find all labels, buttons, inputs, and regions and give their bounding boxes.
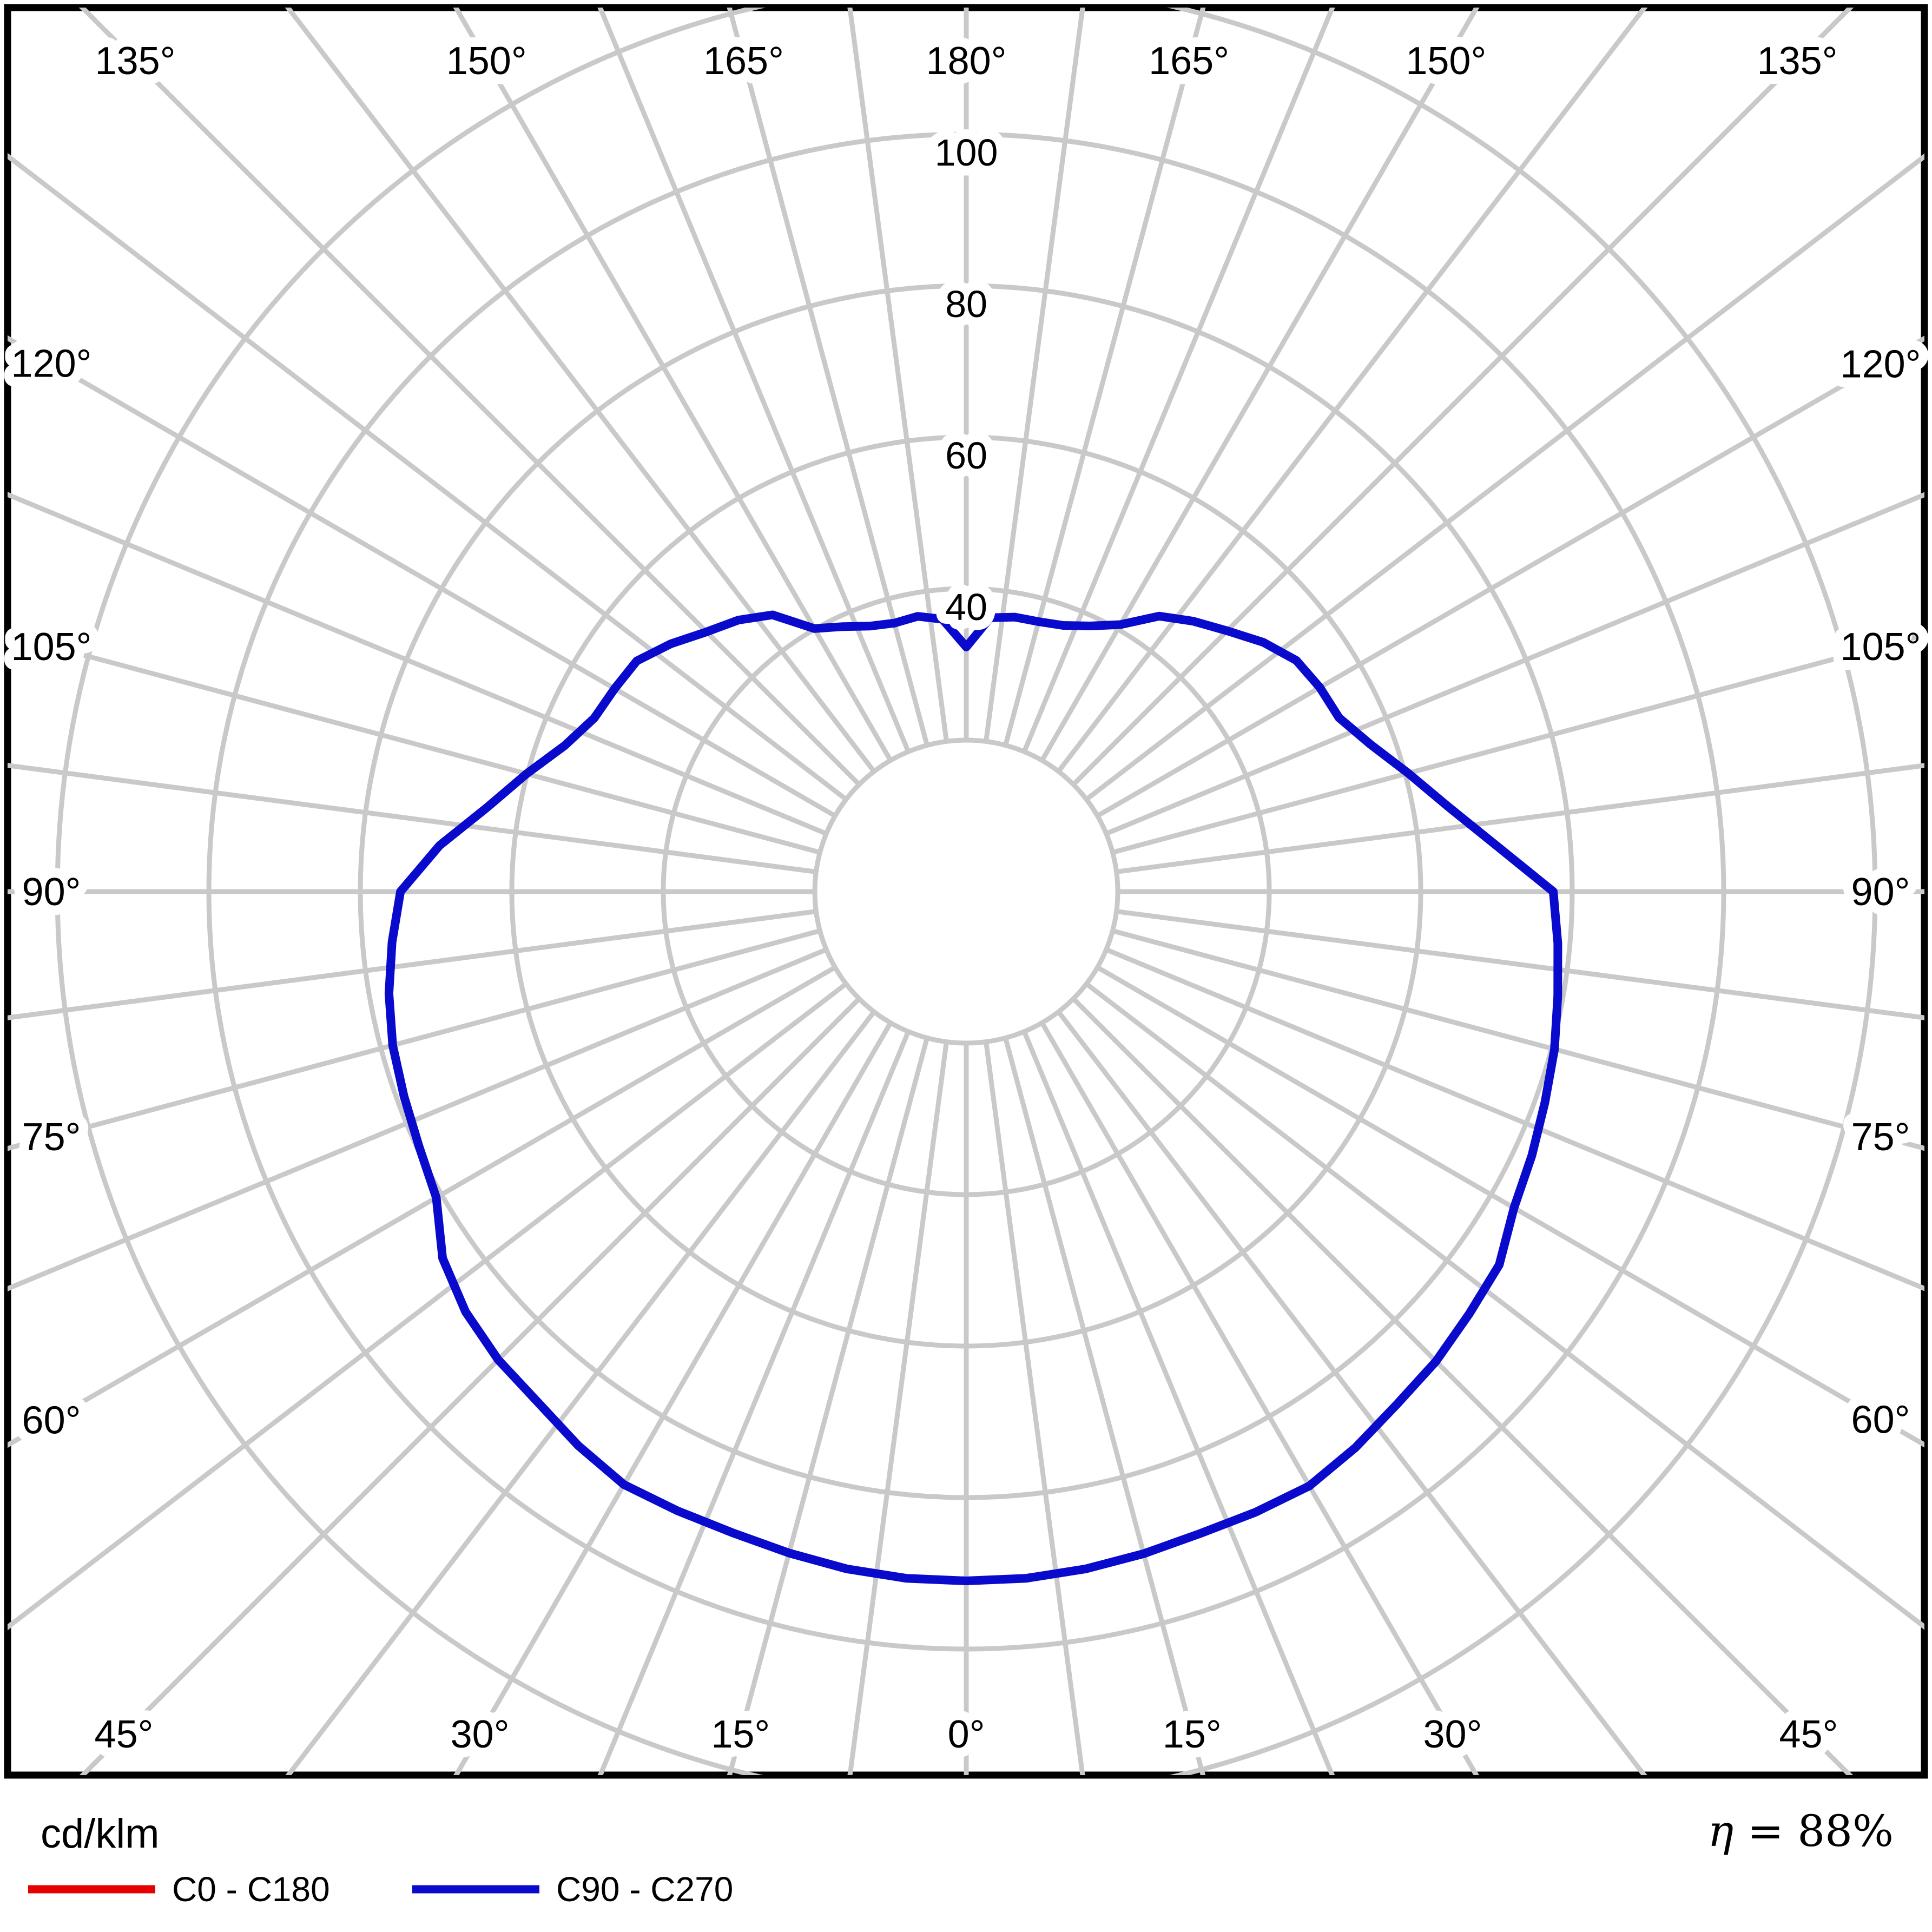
angle-label-30-left: 30° xyxy=(451,1713,510,1756)
angle-label-90-right: 90° xyxy=(1851,871,1910,914)
angle-label-120-left: 120° xyxy=(11,342,92,386)
legend-label-c0-c180: C0 - C180 xyxy=(172,1870,330,1909)
grid-spoke xyxy=(8,928,821,1151)
grid-spoke xyxy=(8,763,816,874)
grid-spoke xyxy=(453,1021,893,1775)
angle-label-15-right: 15° xyxy=(1163,1713,1222,1756)
angle-label-180-right: 180° xyxy=(926,39,1007,83)
angle-label-45-right: 45° xyxy=(1779,1713,1838,1756)
angle-label-165-left: 165° xyxy=(703,39,784,83)
grid-spoke xyxy=(984,8,1085,742)
angle-label-60-left: 60° xyxy=(22,1399,81,1442)
grid-spoke xyxy=(78,8,861,787)
angle-label-135-left: 135° xyxy=(95,39,176,83)
grid-spoke xyxy=(1112,632,1924,855)
grid-spoke xyxy=(984,1041,1085,1775)
unit-label: cd/klm xyxy=(41,1811,160,1857)
eta-symbol: η xyxy=(1707,1806,1733,1856)
angle-label-90-left: 90° xyxy=(22,871,81,914)
grid-spoke xyxy=(1105,492,1924,836)
grid-spoke xyxy=(8,153,848,802)
curve-C90-C270 xyxy=(384,610,1562,1585)
grid-spoke xyxy=(1096,335,1924,818)
grid-spoke xyxy=(1085,153,1924,802)
angle-label-60-right: 60° xyxy=(1851,1399,1910,1442)
grid-spoke xyxy=(1003,1037,1206,1775)
grid-spoke xyxy=(285,1010,876,1775)
angle-label-120-right: 120° xyxy=(1841,342,1921,386)
grid-spoke xyxy=(8,947,828,1291)
grid-spoke xyxy=(8,981,848,1631)
angle-label-75-left: 75° xyxy=(22,1116,81,1159)
eta-value: = 88% xyxy=(1733,1806,1894,1856)
grid-spoke xyxy=(597,1030,911,1775)
grid-spoke xyxy=(1105,947,1924,1291)
angle-label-15-left: 15° xyxy=(711,1713,770,1756)
grid-spoke xyxy=(1021,1030,1335,1775)
grid-spoke xyxy=(8,965,836,1448)
grid-spoke xyxy=(8,492,828,836)
grid-spoke xyxy=(1085,981,1924,1630)
grid-spoke xyxy=(8,909,816,1020)
angle-label-135-right: 135° xyxy=(1757,39,1838,83)
grid-spoke xyxy=(847,8,949,742)
grid-spoke xyxy=(285,8,876,773)
angle-label-75-right: 75° xyxy=(1851,1116,1910,1159)
grid-spoke xyxy=(8,335,836,818)
grid-spoke xyxy=(727,8,929,746)
grid-spoke xyxy=(1056,8,1648,773)
grid-spoke xyxy=(597,8,911,753)
grid-spoke xyxy=(1071,997,1854,1775)
grid-spoke xyxy=(453,8,893,762)
ring-label-80: 80 xyxy=(945,283,987,325)
angle-label-105-right: 105° xyxy=(1841,625,1921,669)
grid-spoke xyxy=(1021,8,1335,753)
grid-spoke xyxy=(1003,8,1206,746)
grid-spoke xyxy=(1116,909,1924,1020)
angle-label-30-right: 30° xyxy=(1423,1713,1482,1756)
ring-label-40: 40 xyxy=(945,586,987,628)
grid-spoke xyxy=(1096,965,1924,1448)
grid-spoke xyxy=(79,997,861,1775)
legend-label-c90-c270: C90 - C270 xyxy=(556,1870,733,1909)
angle-label-105-left: 105° xyxy=(11,625,92,669)
angle-label-165-right: 165° xyxy=(1149,39,1229,83)
grid-spoke xyxy=(1056,1010,1647,1775)
grid-spoke xyxy=(847,1041,949,1775)
grid-spoke xyxy=(1116,763,1924,874)
grid-spoke xyxy=(1040,8,1480,762)
angle-label-0-right: 0° xyxy=(948,1713,985,1756)
angle-label-45-left: 45° xyxy=(95,1713,154,1756)
angle-label-150-right: 150° xyxy=(1406,39,1486,83)
ring-label-60: 60 xyxy=(945,434,987,477)
intensity-curves xyxy=(384,610,1562,1585)
ring-label-100: 100 xyxy=(935,131,998,174)
grid-spoke xyxy=(1112,928,1924,1151)
grid-spoke xyxy=(727,1037,929,1775)
grid-spoke xyxy=(1071,8,1854,787)
efficiency-label: η = 88% xyxy=(1707,1806,1894,1856)
grid-labels: 40 60 80 100 0° 15° 15° 30° 30° 45° 45° 60° 60° 75° 75… xyxy=(2,30,1931,1766)
grid-spoke xyxy=(1040,1021,1480,1775)
grid-spoke xyxy=(8,632,821,855)
angle-label-150-left: 150° xyxy=(446,39,527,83)
